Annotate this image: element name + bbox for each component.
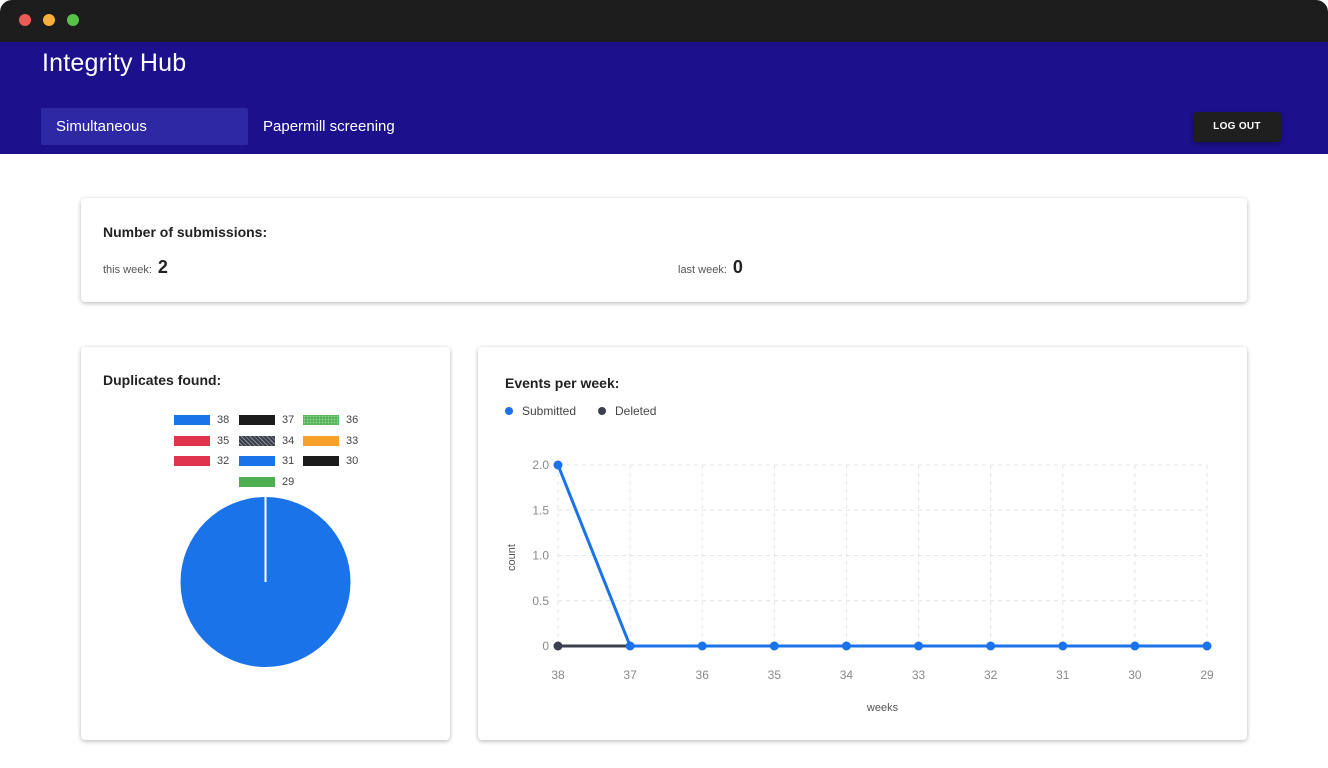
x-tick-label: 30 xyxy=(1128,668,1142,682)
data-point-submitted[interactable] xyxy=(697,641,707,651)
last-week-value: 0 xyxy=(732,257,743,277)
legend-swatch xyxy=(303,436,339,446)
legend-label: 32 xyxy=(217,455,230,467)
y-tick-label: 0.5 xyxy=(532,594,549,608)
legend-label: 29 xyxy=(282,476,295,488)
legend-label: 31 xyxy=(282,455,295,467)
y-axis-label: count xyxy=(506,544,518,571)
last-week-label: last week: xyxy=(678,264,727,276)
y-tick-label: 1.5 xyxy=(532,503,549,517)
data-point-submitted[interactable] xyxy=(1058,641,1068,651)
x-tick-label: 29 xyxy=(1200,668,1214,682)
this-week-value: 2 xyxy=(157,257,168,277)
legend-label: 35 xyxy=(217,435,230,447)
pie-legend-item[interactable]: 37 xyxy=(239,414,294,426)
events-title: Events per week: xyxy=(505,375,620,391)
data-point-submitted[interactable] xyxy=(769,641,779,651)
zoom-window-button[interactable] xyxy=(67,14,79,26)
events-card: Events per week: Submitted Deleted 2.0 1.… xyxy=(478,347,1247,740)
data-point-submitted[interactable] xyxy=(1202,641,1212,651)
legend-swatch xyxy=(303,415,339,425)
x-tick-label: 38 xyxy=(551,668,565,682)
x-tick-label: 37 xyxy=(623,668,637,682)
app-header: Integrity Hub Simultaneous submissions P… xyxy=(0,42,1328,172)
duplicates-pie-chart xyxy=(180,497,351,667)
legend-swatch xyxy=(239,436,275,446)
pie-legend-item[interactable]: 31 xyxy=(239,455,294,467)
series-line-submitted xyxy=(556,464,1207,648)
minimize-window-button[interactable] xyxy=(43,14,55,26)
submissions-title: Number of submissions: xyxy=(103,224,268,240)
pie-legend-item[interactable]: 36 xyxy=(303,414,358,426)
submissions-card: Number of submissions: this week: 2 last… xyxy=(81,198,1247,302)
pie-legend-item[interactable]: 30 xyxy=(303,455,358,467)
legend-submitted[interactable]: Submitted xyxy=(505,404,576,418)
tab-simultaneous-submissions[interactable]: Simultaneous submissions xyxy=(41,108,248,172)
legend-submitted-label: Submitted xyxy=(522,404,577,418)
pie-legend-item[interactable]: 34 xyxy=(239,435,294,447)
y-tick-label: 1.0 xyxy=(532,549,549,563)
data-point-submitted[interactable] xyxy=(625,641,635,651)
pie-legend-item[interactable]: 33 xyxy=(303,435,358,447)
data-point-submitted[interactable] xyxy=(914,641,924,651)
legend-label: 38 xyxy=(217,414,230,426)
x-tick-label: 31 xyxy=(1056,668,1070,682)
last-week-stat: last week: 0 xyxy=(678,257,743,278)
submitted-dot-icon xyxy=(505,407,513,415)
window-titlebar xyxy=(0,0,1328,42)
legend-label: 34 xyxy=(282,435,295,447)
legend-swatch xyxy=(174,415,210,425)
legend-swatch xyxy=(239,456,275,466)
pie-legend-item[interactable]: 38 xyxy=(174,414,229,426)
x-tick-label: 34 xyxy=(840,668,854,682)
legend-swatch xyxy=(303,456,339,466)
legend-deleted-label: Deleted xyxy=(615,404,657,418)
pie-legend-item[interactable]: 35 xyxy=(174,435,229,447)
pie-slice[interactable] xyxy=(180,497,351,667)
x-tick-label: 32 xyxy=(984,668,998,682)
data-point-submitted[interactable] xyxy=(841,641,851,651)
x-axis-label: weeks xyxy=(866,702,899,714)
x-tick-label: 35 xyxy=(768,668,782,682)
data-point-submitted[interactable] xyxy=(1130,641,1140,651)
x-tick-label: 36 xyxy=(696,668,710,682)
duplicates-card: Duplicates found: 38 37 36 35 34 33 32 31 30 29 xyxy=(81,347,450,740)
legend-swatch xyxy=(174,456,210,466)
data-point-submitted[interactable] xyxy=(553,460,563,470)
app-title: Integrity Hub xyxy=(42,49,187,77)
this-week-stat: this week: 2 xyxy=(103,257,168,278)
legend-swatch xyxy=(239,477,275,487)
pie-legend-item[interactable]: 32 xyxy=(174,455,229,467)
events-line-chart: 2.0 1.5 1.0 0.5 0 38 37 36 35 34 33 32 31 30 29 weeks co… xyxy=(506,458,1214,714)
legend-swatch xyxy=(239,415,275,425)
x-tick-label: 33 xyxy=(912,668,926,682)
logout-button[interactable]: LOG OUT xyxy=(1193,112,1281,142)
close-window-button[interactable] xyxy=(19,14,31,26)
deleted-dot-icon xyxy=(598,407,606,415)
y-tick-label: 2.0 xyxy=(532,458,549,472)
legend-label: 33 xyxy=(346,435,359,447)
duplicates-title: Duplicates found: xyxy=(103,372,222,388)
this-week-label: this week: xyxy=(103,264,152,276)
legend-label: 36 xyxy=(346,414,359,426)
data-point-submitted[interactable] xyxy=(986,641,996,651)
legend-swatch xyxy=(174,436,210,446)
tab-papermill-screening[interactable]: Papermill screening xyxy=(263,118,395,135)
legend-label: 37 xyxy=(282,414,295,426)
data-point-deleted[interactable] xyxy=(553,641,563,651)
pie-legend-item[interactable]: 29 xyxy=(239,476,294,488)
legend-label: 30 xyxy=(346,455,359,467)
legend-deleted[interactable]: Deleted xyxy=(598,404,656,418)
y-tick-label: 0 xyxy=(542,639,549,653)
